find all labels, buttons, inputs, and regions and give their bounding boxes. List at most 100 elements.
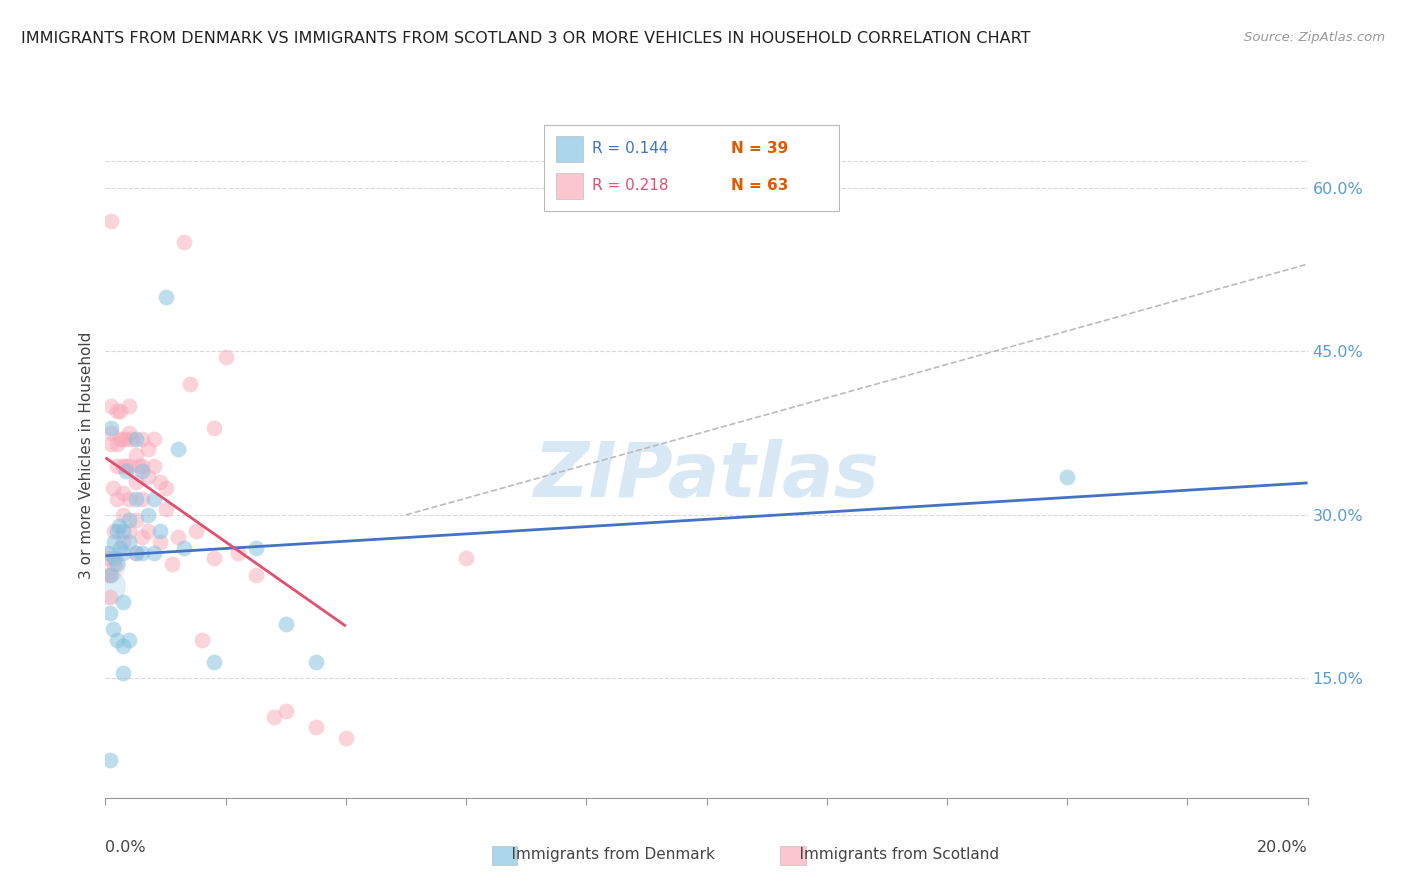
Point [214,350,236,364]
Point [335,731,357,746]
Point [100,420,122,434]
Point [142,458,165,473]
Point [131,458,153,473]
Point [107,633,129,648]
Point [98,567,121,582]
Point [112,535,135,549]
Point [124,513,146,527]
Point [107,458,129,473]
Point [160,557,183,571]
Point [305,721,328,735]
Point [245,541,267,555]
Text: IMMIGRANTS FROM DENMARK VS IMMIGRANTS FROM SCOTLAND 3 OR MORE VEHICLES IN HOUSEH: IMMIGRANTS FROM DENMARK VS IMMIGRANTS FR… [21,31,1031,46]
Point [107,404,129,418]
Point [121,432,143,446]
Bar [780,846,806,865]
Point [103,557,125,571]
Point [131,546,153,560]
Point [118,633,141,648]
Point [107,437,129,451]
Point [118,513,141,527]
Point [155,290,177,304]
Point [107,518,129,533]
Point [166,442,188,457]
Point [118,399,141,413]
Point [107,491,129,506]
Point [136,469,159,483]
Point [110,432,132,446]
Point [112,508,135,522]
Point [305,655,328,669]
Text: Immigrants from Scotland: Immigrants from Scotland [780,847,1000,862]
Point [166,530,188,544]
Point [142,432,165,446]
Point [118,535,141,549]
Point [131,491,153,506]
Point [103,535,125,549]
Point [148,524,170,539]
Point [115,432,138,446]
Point [100,437,122,451]
Point [115,464,138,478]
Point [226,546,249,560]
Point [124,432,146,446]
Point [100,213,122,227]
Point [124,475,146,490]
Point [202,655,225,669]
Point [202,420,225,434]
Text: 20.0%: 20.0% [1257,839,1308,855]
Point [155,502,177,516]
Point [97,546,120,560]
Point [118,458,141,473]
Point [184,524,207,539]
Point [112,595,135,609]
Bar [492,846,517,865]
Point [190,633,212,648]
Point [101,623,124,637]
Point [148,475,170,490]
Point [100,567,122,582]
Point [115,458,138,473]
Point [112,432,135,446]
Point [112,524,135,539]
Point [118,524,141,539]
Text: R = 0.218: R = 0.218 [592,178,669,194]
Point [98,606,121,620]
Point [124,491,146,506]
Point [110,404,132,418]
FancyBboxPatch shape [544,125,839,211]
Point [101,481,124,495]
Point [112,665,135,680]
Y-axis label: 3 or more Vehicles in Household: 3 or more Vehicles in Household [79,331,94,579]
Point [202,551,225,566]
Text: ZIPatlas: ZIPatlas [533,439,880,513]
Point [131,530,153,544]
Point [124,546,146,560]
Point [96,579,118,593]
Point [179,377,201,392]
Point [274,704,297,718]
Point [142,546,165,560]
Point [112,546,135,560]
Point [98,753,121,767]
Bar [557,173,582,199]
Point [100,399,122,413]
Point [263,709,285,723]
Text: Immigrants from Denmark: Immigrants from Denmark [492,847,716,862]
Point [124,448,146,462]
Point [148,535,170,549]
Text: R = 0.144: R = 0.144 [592,141,669,156]
Text: N = 39: N = 39 [731,141,787,156]
Text: 0.0%: 0.0% [105,839,146,855]
Point [245,567,267,582]
Point [173,541,195,555]
Point [131,464,153,478]
Point [110,541,132,555]
Text: Source: ZipAtlas.com: Source: ZipAtlas.com [1244,31,1385,45]
Point [136,442,159,457]
Point [96,557,118,571]
Point [274,616,297,631]
Point [112,639,135,653]
Point [155,481,177,495]
Point [124,546,146,560]
